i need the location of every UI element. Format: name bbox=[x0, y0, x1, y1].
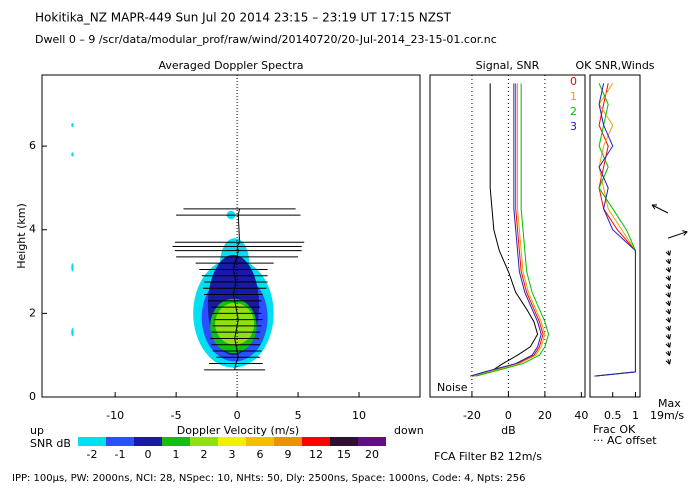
y-tick-label: 6 bbox=[29, 139, 36, 152]
snr-contour bbox=[71, 263, 73, 271]
panel-title: OK SNR,Winds bbox=[575, 59, 654, 72]
x-tick-label: 0 bbox=[234, 409, 241, 422]
panel-title: Averaged Doppler Spectra bbox=[158, 59, 303, 72]
x-tick-label: -20 bbox=[463, 409, 481, 422]
x-tick-label: 5 bbox=[295, 409, 302, 422]
x-tick-label: 0 bbox=[505, 409, 512, 422]
colorbar-cell bbox=[162, 437, 190, 446]
subtitle: Dwell 0 – 9 /scr/data/modular_prof/raw/w… bbox=[35, 33, 497, 46]
down-label: down bbox=[394, 424, 424, 437]
colorbar-tick-label: 2 bbox=[201, 448, 208, 461]
colorbar-tick-label: 9 bbox=[285, 448, 292, 461]
y-tick-label: 2 bbox=[29, 306, 36, 319]
legend-entry: 2 bbox=[570, 105, 577, 118]
colorbar-tick-label: 12 bbox=[309, 448, 323, 461]
colorbar-cell bbox=[330, 437, 358, 446]
colorbar-tick-label: 6 bbox=[257, 448, 264, 461]
panel-title: Signal, SNR bbox=[476, 59, 540, 72]
colorbar-cell bbox=[274, 437, 302, 446]
colorbar-tick-label: -2 bbox=[87, 448, 98, 461]
legend-entry: 1 bbox=[570, 90, 577, 103]
x-tick-label: 1 bbox=[632, 409, 639, 422]
snr-contour bbox=[71, 123, 73, 127]
colorbar-cell bbox=[246, 437, 274, 446]
colorbar-cell bbox=[106, 437, 134, 446]
snr-contour bbox=[71, 152, 73, 156]
colorbar-cell bbox=[358, 437, 386, 446]
title: Hokitika_NZ MAPR-449 Sun Jul 20 2014 23:… bbox=[35, 11, 452, 25]
x-tick-label: 10 bbox=[352, 409, 366, 422]
y-tick-label: 4 bbox=[29, 223, 36, 236]
colorbar-label: SNR dB bbox=[30, 437, 71, 450]
x-axis-label: Doppler Velocity (m/s) bbox=[177, 424, 299, 437]
colorbar-cell bbox=[134, 437, 162, 446]
colorbar-tick-label: 20 bbox=[365, 448, 379, 461]
colorbar-cell bbox=[302, 437, 330, 446]
colorbar-tick-label: 0 bbox=[145, 448, 152, 461]
x-axis-label: dB bbox=[501, 424, 516, 437]
x-tick-label: 20 bbox=[538, 409, 552, 422]
colorbar-tick-label: 1 bbox=[173, 448, 180, 461]
legend-entry: 3 bbox=[570, 120, 577, 133]
x-tick-label: 0.5 bbox=[604, 409, 622, 422]
legend-entry: 0 bbox=[570, 75, 577, 88]
colorbar-cell bbox=[190, 437, 218, 446]
y-tick-label: 0 bbox=[29, 390, 36, 403]
snr-contour bbox=[71, 328, 73, 336]
colorbar-tick-label: -1 bbox=[115, 448, 126, 461]
colorbar-tick-label: 15 bbox=[337, 448, 351, 461]
x-tick-label: 40 bbox=[574, 409, 588, 422]
noise-label: Noise bbox=[437, 381, 468, 394]
ac-offset-label: ··· AC offset bbox=[593, 434, 657, 447]
filter-label: FCA Filter B2 12m/s bbox=[434, 450, 542, 463]
colorbar-tick-label: 3 bbox=[229, 448, 236, 461]
colorbar-cell bbox=[218, 437, 246, 446]
footer: IPP: 100µs, PW: 2000ns, NCI: 28, NSpec: … bbox=[12, 473, 525, 484]
max-speed-label: 19m/s bbox=[650, 409, 684, 422]
colorbar-cell bbox=[78, 437, 106, 446]
y-axis-label: Height (km) bbox=[15, 203, 28, 269]
x-tick-label: -10 bbox=[106, 409, 124, 422]
x-tick-label: -5 bbox=[171, 409, 182, 422]
up-label: up bbox=[30, 424, 44, 437]
